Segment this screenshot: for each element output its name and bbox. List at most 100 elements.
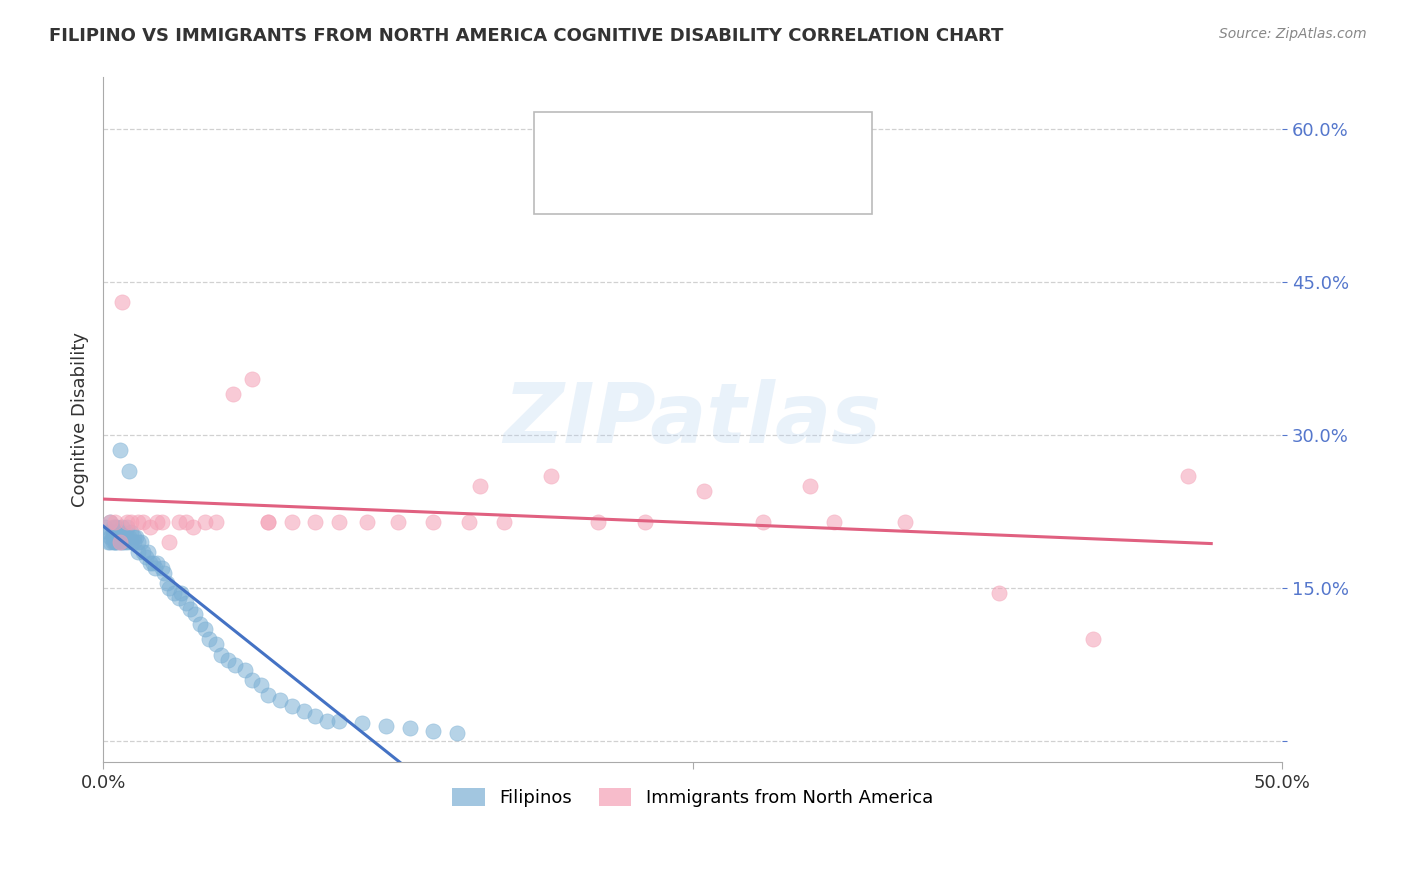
- Point: [118, 530, 141, 544]
- Point: [217, 652, 239, 666]
- Point: [105, 530, 128, 544]
- Point: [292, 704, 315, 718]
- Point: [105, 535, 128, 549]
- Point: [122, 530, 145, 544]
- Point: [316, 714, 339, 728]
- Point: [115, 535, 138, 549]
- Point: [108, 530, 131, 544]
- Point: [128, 515, 150, 529]
- Point: [170, 586, 193, 600]
- Point: [1177, 468, 1199, 483]
- Point: [257, 515, 280, 529]
- Point: [422, 515, 444, 529]
- Bar: [548, 122, 591, 158]
- Point: [167, 591, 190, 606]
- Point: [1083, 632, 1105, 647]
- Point: [132, 545, 155, 559]
- Point: [105, 524, 128, 539]
- Point: [101, 520, 124, 534]
- Point: [457, 515, 479, 529]
- Point: [97, 524, 120, 539]
- Point: [115, 515, 138, 529]
- Point: [118, 464, 141, 478]
- Circle shape: [540, 178, 598, 194]
- Point: [105, 520, 128, 534]
- Point: [150, 560, 173, 574]
- Text: R =  0.183: R = 0.183: [603, 178, 696, 195]
- Point: [188, 616, 211, 631]
- Point: [120, 515, 142, 529]
- Point: [352, 715, 374, 730]
- Point: [108, 524, 131, 539]
- Point: [250, 678, 273, 692]
- Point: [104, 530, 127, 544]
- Point: [157, 581, 180, 595]
- Point: [150, 515, 173, 529]
- Text: FILIPINO VS IMMIGRANTS FROM NORTH AMERICA COGNITIVE DISABILITY CORRELATION CHART: FILIPINO VS IMMIGRANTS FROM NORTH AMERIC…: [49, 27, 1004, 45]
- Point: [205, 515, 228, 529]
- Point: [205, 637, 228, 651]
- Point: [98, 515, 121, 529]
- Point: [153, 566, 176, 580]
- Point: [304, 708, 326, 723]
- Point: [328, 515, 350, 529]
- Legend: Filipinos, Immigrants from North America: Filipinos, Immigrants from North America: [444, 780, 941, 814]
- Point: [446, 726, 468, 740]
- Point: [328, 714, 350, 728]
- Point: [128, 545, 150, 559]
- Point: [752, 515, 775, 529]
- Point: [104, 535, 127, 549]
- Point: [111, 535, 134, 549]
- Point: [111, 520, 134, 534]
- Point: [132, 515, 155, 529]
- Point: [280, 698, 302, 713]
- Point: [693, 484, 716, 499]
- Point: [98, 530, 121, 544]
- Point: [101, 524, 124, 539]
- Point: [269, 693, 291, 707]
- Point: [120, 535, 142, 549]
- Bar: [548, 169, 591, 204]
- Point: [108, 535, 131, 549]
- Point: [108, 443, 131, 458]
- Point: [257, 689, 280, 703]
- Point: [492, 515, 515, 529]
- Point: [586, 515, 609, 529]
- Point: [139, 556, 162, 570]
- Point: [146, 556, 169, 570]
- Point: [111, 530, 134, 544]
- Point: [146, 515, 169, 529]
- Point: [108, 535, 131, 549]
- Point: [97, 535, 120, 549]
- Point: [98, 535, 121, 549]
- Point: [112, 535, 135, 549]
- Point: [115, 520, 138, 534]
- Point: [112, 530, 135, 544]
- Point: [135, 550, 157, 565]
- Text: N = 41: N = 41: [768, 178, 832, 195]
- Point: [198, 632, 221, 647]
- Text: N = 81: N = 81: [768, 131, 834, 149]
- Point: [375, 719, 398, 733]
- Y-axis label: Cognitive Disability: Cognitive Disability: [72, 332, 89, 508]
- Point: [470, 479, 492, 493]
- Text: R = -0.480: R = -0.480: [603, 131, 696, 149]
- Point: [893, 515, 915, 529]
- Point: [101, 530, 124, 544]
- Point: [179, 601, 201, 615]
- Point: [129, 535, 152, 549]
- Point: [988, 586, 1011, 600]
- Point: [184, 607, 207, 621]
- Point: [104, 520, 127, 534]
- Point: [122, 535, 145, 549]
- Point: [222, 387, 245, 401]
- Point: [136, 545, 159, 559]
- Point: [240, 673, 263, 687]
- Point: [139, 520, 162, 534]
- Point: [156, 576, 179, 591]
- Point: [304, 515, 326, 529]
- Point: [125, 530, 148, 544]
- Point: [356, 515, 378, 529]
- Point: [209, 648, 232, 662]
- Point: [111, 295, 134, 310]
